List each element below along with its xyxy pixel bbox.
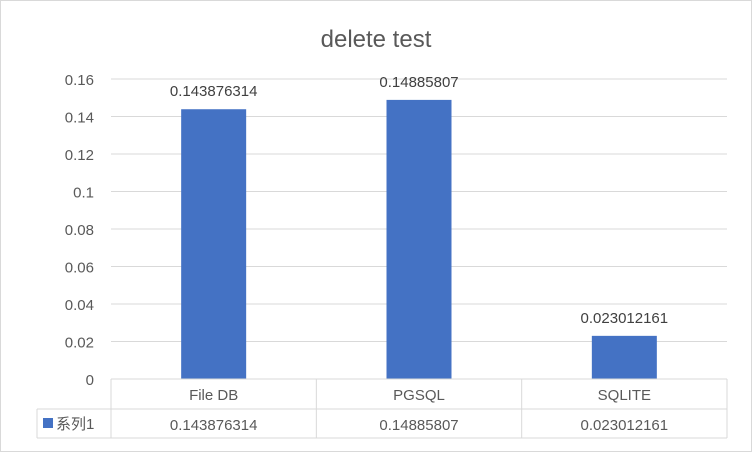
- y-axis-tick-labels: 0 0.02 0.04 0.06 0.08 0.1 0.12 0.14 0.16: [65, 72, 94, 389]
- bar: [591, 335, 657, 379]
- y-tick-label: 0.04: [65, 297, 94, 314]
- y-tick-label: 0.14: [65, 110, 94, 127]
- data-label: 0.023012161: [581, 310, 669, 327]
- y-tick-label: 0.08: [65, 222, 94, 239]
- y-tick-label: 0.12: [65, 147, 94, 164]
- legend-key: [43, 418, 53, 428]
- table-value: 0.023012161: [581, 417, 669, 434]
- y-tick-label: 0: [86, 372, 94, 389]
- table-value: 0.143876314: [170, 417, 258, 434]
- data-label: 0.143876314: [170, 83, 258, 100]
- y-tick-label: 0.02: [65, 335, 94, 352]
- chart-title: delete test: [321, 26, 432, 53]
- y-tick-label: 0.1: [73, 185, 94, 202]
- y-tick-label: 0.06: [65, 260, 94, 277]
- category-label: SQLITE: [598, 387, 651, 404]
- bars: [181, 99, 657, 380]
- data-table: File DB PGSQL SQLITE 系列1 0.143876314 0.148858…: [36, 378, 728, 439]
- table-value: 0.14885807: [379, 417, 458, 434]
- data-labels: 0.143876314 0.14885807 0.023012161: [170, 74, 668, 327]
- bar: [181, 109, 247, 380]
- bar: [386, 99, 452, 380]
- data-label: 0.14885807: [379, 74, 458, 91]
- series-name: 系列1: [56, 416, 94, 433]
- category-label: File DB: [189, 387, 238, 404]
- category-label: PGSQL: [393, 387, 445, 404]
- y-tick-label: 0.16: [65, 72, 94, 89]
